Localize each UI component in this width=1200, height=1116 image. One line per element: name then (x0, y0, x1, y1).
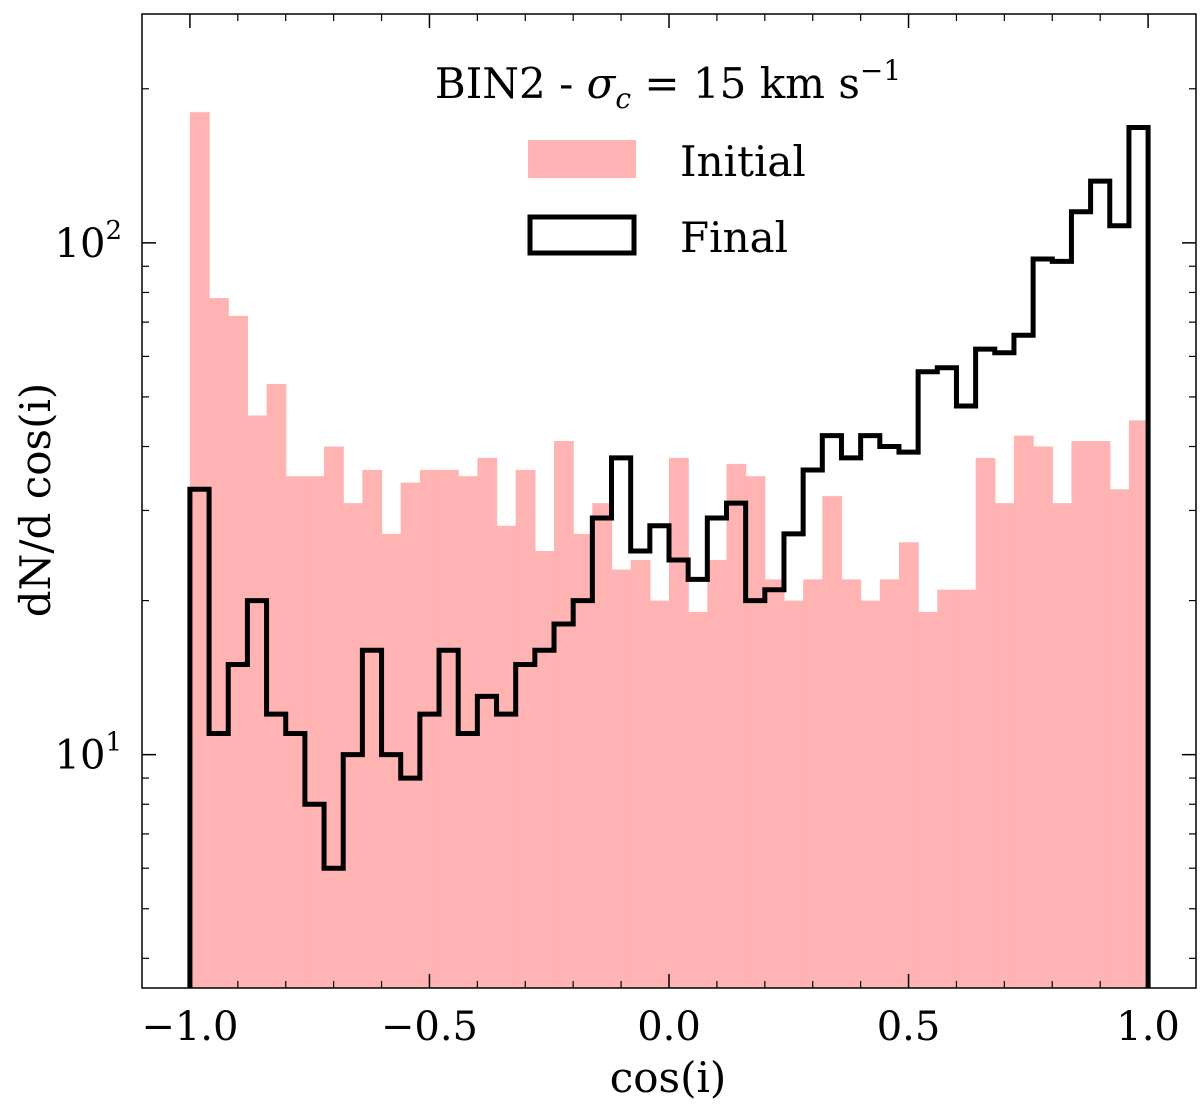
initial-bar (1013, 435, 1034, 988)
y-tick-label: 101 (55, 728, 122, 779)
initial-bar (1109, 489, 1130, 988)
x-axis-label: cos(i) (610, 1053, 727, 1102)
initial-bar (534, 550, 555, 988)
initial-bar (975, 457, 996, 988)
x-tick-label: 0.0 (637, 1004, 701, 1050)
initial-bar (247, 415, 268, 989)
initial-bar (1128, 420, 1149, 989)
initial-bar (362, 469, 383, 988)
initial-bar (937, 589, 958, 988)
legend-final-label: Final (680, 213, 788, 262)
initial-bar (304, 476, 325, 988)
initial-bar (477, 457, 498, 988)
initial-bar (189, 112, 210, 988)
initial-bar (841, 579, 862, 988)
chart-title: BIN2 - σc = 15 km s−1 (435, 54, 901, 115)
initial-bar (745, 476, 766, 988)
initial-bar (688, 611, 708, 988)
initial-bar (764, 579, 785, 988)
initial-bar (707, 560, 728, 988)
initial-bar (918, 611, 938, 988)
initial-bar (649, 600, 670, 988)
initial-bar (956, 589, 977, 988)
initial-bar (554, 441, 574, 988)
initial-bar (879, 579, 900, 988)
legend-final-swatch (527, 214, 637, 256)
initial-bar (266, 383, 287, 989)
initial-bar (228, 315, 248, 988)
initial-bar (630, 560, 651, 988)
initial-bars (189, 112, 1149, 989)
initial-bar (803, 579, 823, 988)
axis-ticks (142, 14, 1196, 988)
initial-bar (1090, 441, 1111, 988)
final-step-line (187, 125, 1151, 988)
initial-bar (669, 457, 689, 988)
initial-bar (343, 503, 363, 988)
initial-bar (209, 298, 229, 989)
legend-initial-swatch (528, 140, 636, 178)
initial-bar (898, 542, 919, 988)
initial-bar (1033, 446, 1053, 988)
initial-bar (1071, 441, 1092, 988)
initial-bar (592, 503, 613, 988)
initial-bar (515, 469, 536, 988)
initial-bar (994, 503, 1015, 988)
x-tick-label: −0.5 (381, 1004, 478, 1050)
initial-bar (496, 525, 517, 988)
initial-bar (573, 533, 593, 988)
initial-bar (726, 463, 747, 989)
initial-bar (783, 600, 804, 988)
initial-bar (400, 482, 421, 988)
initial-bar (324, 446, 344, 988)
initial-bar (822, 496, 843, 988)
initial-bar (439, 469, 459, 988)
y-tick-label: 102 (55, 216, 122, 267)
legend: Initial Final (527, 137, 806, 262)
axis-tick-labels: −1.0 −0.5 0.0 0.5 1.0 101 102 (55, 216, 1180, 1050)
legend-initial-label: Initial (680, 137, 806, 186)
x-tick-label: −1.0 (141, 1004, 238, 1050)
initial-bar (381, 533, 402, 988)
initial-bar (860, 600, 881, 988)
initial-bar (1052, 503, 1073, 988)
x-tick-label: 0.5 (877, 1004, 941, 1050)
initial-bar (419, 469, 440, 988)
y-axis-label: dN/d cos(i) (11, 383, 60, 618)
x-tick-label: 1.0 (1116, 1004, 1180, 1050)
initial-bar (611, 569, 632, 988)
